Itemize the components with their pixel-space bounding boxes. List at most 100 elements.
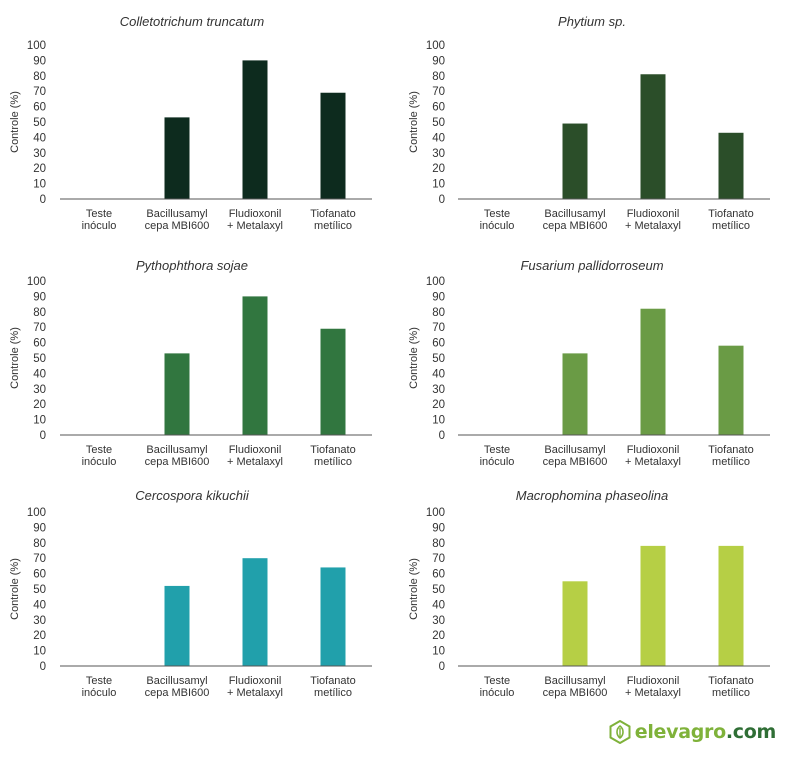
y-tick-label: 0: [439, 194, 445, 206]
y-tick-label: 50: [432, 584, 445, 596]
bar: [562, 123, 588, 199]
y-tick-label: 90: [432, 522, 445, 534]
x-tick-label: Teste: [86, 444, 112, 456]
x-tick-label: + Metalaxyl: [625, 220, 681, 232]
x-tick-label: + Metalaxyl: [227, 456, 283, 468]
chart-title: Colletotrichum truncatum: [120, 14, 265, 29]
x-tick-label: Bacillusamyl: [146, 444, 207, 456]
y-tick-label: 80: [33, 538, 46, 550]
y-tick-label: 100: [426, 507, 445, 519]
bar: [320, 328, 346, 435]
bar: [718, 132, 744, 199]
chart-panel-2: Phytium sp. Controle (%) 0 10 20 30 40 50 60 70 80…: [408, 14, 770, 232]
y-tick-label: 100: [426, 40, 445, 52]
y-tick-label: 70: [432, 553, 445, 565]
y-tick-label: 20: [33, 630, 46, 642]
bar: [562, 353, 588, 435]
y-tick-label: 0: [439, 430, 445, 442]
x-tick-label: inóculo: [82, 687, 117, 699]
y-tick-label: 80: [33, 71, 46, 83]
x-tick-label: metílico: [712, 687, 750, 699]
y-tick-label: 10: [432, 646, 445, 658]
leaf-hexagon-icon: [609, 720, 631, 744]
y-tick-label: 90: [432, 55, 445, 67]
x-tick-label: Teste: [484, 208, 510, 220]
y-tick-label: 10: [33, 646, 46, 658]
bar: [164, 585, 190, 666]
y-tick-label: 80: [432, 538, 445, 550]
x-tick-label: + Metalaxyl: [227, 220, 283, 232]
x-tick-label: Teste: [86, 208, 112, 220]
bar: [164, 117, 190, 199]
y-tick-label: 20: [432, 399, 445, 411]
y-tick-label: 40: [33, 132, 46, 144]
chart-title: Cercospora kikuchii: [135, 488, 250, 503]
chart-panel-5: Cercospora kikuchii Controle (%) 0 10 20 30 40…: [9, 488, 372, 699]
logo-text-main: elevagro: [634, 721, 726, 743]
chart-title: Fusarium pallidorroseum: [520, 258, 663, 273]
y-tick-label: 60: [33, 569, 46, 581]
x-tick-label: metílico: [314, 220, 352, 232]
y-tick-label: 70: [33, 322, 46, 334]
y-tick-label: 90: [33, 291, 46, 303]
y-tick-label: 50: [33, 353, 46, 365]
chart-title: Pythophthora sojae: [136, 258, 248, 273]
x-tick-label: Teste: [484, 444, 510, 456]
x-tick-label: Fludioxonil: [229, 675, 282, 687]
bar: [640, 545, 666, 666]
x-tick-label: inóculo: [82, 456, 117, 468]
y-tick-label: 30: [432, 148, 445, 160]
y-axis-label: Controle (%): [408, 558, 420, 620]
bar: [640, 308, 666, 435]
y-tick-label: 20: [33, 163, 46, 175]
y-tick-label: 40: [33, 368, 46, 380]
x-tick-label: Tiofanato: [708, 208, 753, 220]
x-tick-label: inóculo: [480, 220, 515, 232]
logo-wordmark: elevagro.com: [634, 721, 777, 743]
x-tick-label: Fludioxonil: [627, 208, 680, 220]
y-tick-label: 90: [33, 55, 46, 67]
y-tick-label: 30: [33, 384, 46, 396]
bar: [242, 60, 268, 200]
y-tick-label: 100: [27, 507, 46, 519]
y-axis-label: Controle (%): [408, 91, 420, 153]
y-tick-label: 0: [40, 430, 46, 442]
y-tick-label: 10: [33, 415, 46, 427]
y-tick-label: 70: [432, 86, 445, 98]
y-tick-label: 20: [432, 163, 445, 175]
elevagro-logo[interactable]: elevagro.com: [609, 720, 776, 744]
y-tick-label: 50: [33, 584, 46, 596]
y-tick-label: 50: [33, 117, 46, 129]
y-tick-label: 90: [432, 291, 445, 303]
x-tick-label: Fludioxonil: [627, 444, 680, 456]
y-tick-label: 50: [432, 117, 445, 129]
x-tick-label: cepa MBI600: [543, 456, 608, 468]
x-tick-label: Tiofanato: [310, 208, 355, 220]
y-tick-label: 80: [432, 71, 445, 83]
y-tick-label: 40: [432, 599, 445, 611]
y-tick-label: 60: [432, 569, 445, 581]
x-tick-label: + Metalaxyl: [625, 456, 681, 468]
x-tick-label: Teste: [86, 675, 112, 687]
y-tick-label: 100: [27, 40, 46, 52]
y-tick-label: 40: [33, 599, 46, 611]
logo-text-suffix: .com: [725, 721, 776, 743]
y-axis-label: Controle (%): [9, 91, 21, 153]
bar: [320, 567, 346, 666]
x-tick-label: cepa MBI600: [145, 220, 210, 232]
y-tick-label: 10: [432, 179, 445, 191]
y-tick-label: 40: [432, 368, 445, 380]
x-tick-label: metílico: [712, 220, 750, 232]
bar: [718, 545, 744, 666]
y-tick-label: 60: [33, 102, 46, 114]
y-tick-label: 100: [27, 276, 46, 288]
bar: [718, 345, 744, 435]
y-axis-label: Controle (%): [408, 327, 420, 389]
bar: [242, 558, 268, 666]
y-tick-label: 70: [432, 322, 445, 334]
x-tick-label: Tiofanato: [310, 444, 355, 456]
y-axis-label: Controle (%): [9, 558, 21, 620]
chart-panel-1: Colletotrichum truncatum Controle (%) 0 10 2…: [9, 14, 372, 232]
x-tick-label: metílico: [712, 456, 750, 468]
x-tick-label: Tiofanato: [708, 444, 753, 456]
